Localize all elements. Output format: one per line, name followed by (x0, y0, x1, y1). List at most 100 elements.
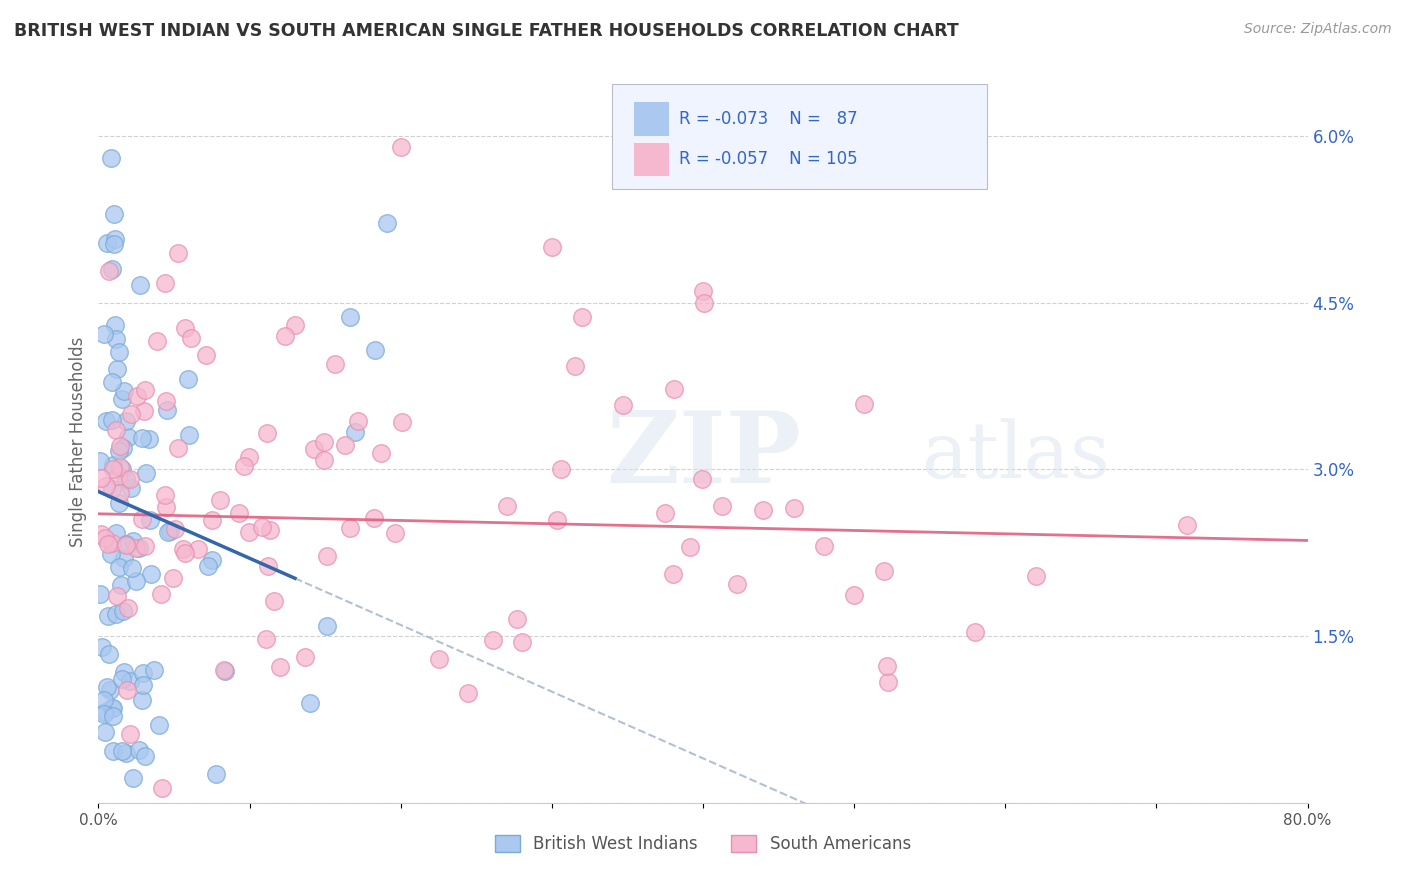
Point (727, 577, 749, 591)
Point (132, 678, 155, 692)
Point (104, 607, 127, 621)
Point (101, 375, 124, 389)
Point (347, 414, 370, 428)
Point (173, 321, 195, 335)
Point (112, 550, 135, 565)
Point (813, 539, 835, 553)
Point (110, 459, 132, 474)
Point (97, 647, 120, 661)
Point (93, 693, 115, 707)
Point (205, 766, 228, 780)
Point (101, 413, 124, 427)
Point (135, 466, 157, 480)
Point (107, 469, 129, 483)
Point (131, 693, 153, 707)
Point (250, 520, 273, 534)
Point (105, 526, 128, 541)
Point (89, 454, 111, 468)
Point (187, 542, 209, 557)
Point (149, 587, 172, 601)
Point (98, 683, 121, 698)
Point (118, 674, 141, 689)
Point (110, 486, 132, 500)
Point (156, 525, 179, 540)
Point (118, 727, 141, 741)
Point (120, 481, 142, 495)
Point (323, 357, 346, 371)
Y-axis label: Single Father Households: Single Father Households (69, 336, 87, 547)
Point (257, 559, 280, 574)
Point (167, 442, 190, 456)
Point (314, 434, 336, 449)
Point (111, 603, 134, 617)
Text: BRITISH WEST INDIAN VS SOUTH AMERICAN SINGLE FATHER HOUSEHOLDS CORRELATION CHART: BRITISH WEST INDIAN VS SOUTH AMERICAN SI… (14, 22, 959, 40)
Point (115, 414, 138, 428)
Point (692, 285, 714, 299)
Point (391, 415, 413, 429)
Point (138, 432, 160, 446)
Point (150, 781, 173, 796)
Point (679, 540, 702, 554)
Point (852, 397, 875, 411)
Point (115, 746, 138, 760)
Point (138, 512, 160, 526)
Point (752, 503, 775, 517)
Point (100, 151, 122, 165)
Point (129, 278, 152, 293)
Point (110, 672, 132, 686)
Point (238, 450, 260, 464)
Point (180, 331, 202, 345)
Point (93, 705, 115, 719)
Point (384, 525, 406, 540)
Point (263, 594, 285, 608)
Point (122, 533, 145, 548)
Point (783, 500, 806, 515)
Point (96, 680, 118, 694)
Point (94, 531, 117, 545)
Point (212, 663, 235, 677)
Point (496, 499, 519, 513)
Point (540, 240, 562, 254)
Point (101, 700, 124, 714)
Point (146, 334, 169, 348)
Point (363, 511, 385, 525)
Point (159, 524, 181, 538)
Bar (633, 101, 669, 136)
Point (201, 553, 224, 567)
Point (104, 423, 127, 437)
Point (457, 686, 479, 700)
Point (564, 359, 586, 373)
Point (389, 140, 412, 154)
Point (125, 541, 148, 556)
Point (690, 472, 713, 486)
Point (269, 660, 291, 674)
Text: atlas: atlas (921, 418, 1109, 494)
Bar (633, 142, 669, 177)
Point (112, 665, 135, 680)
Point (108, 443, 131, 458)
Point (111, 392, 134, 407)
Point (89, 587, 111, 601)
Point (101, 262, 124, 277)
Point (97, 609, 120, 624)
Point (118, 472, 141, 486)
Point (153, 276, 176, 290)
Point (101, 458, 124, 472)
Text: R = -0.057    N = 105: R = -0.057 N = 105 (679, 150, 858, 168)
Point (294, 649, 316, 664)
Point (117, 601, 139, 615)
Point (876, 659, 898, 673)
Point (107, 559, 129, 574)
Point (155, 394, 177, 409)
Point (112, 384, 135, 398)
Point (105, 589, 128, 603)
Point (172, 541, 194, 556)
Point (122, 772, 145, 786)
Point (90, 471, 112, 485)
Point (259, 523, 281, 537)
FancyBboxPatch shape (613, 84, 987, 189)
Point (100, 547, 122, 561)
Point (364, 343, 387, 357)
Point (117, 430, 139, 444)
Point (571, 310, 593, 324)
